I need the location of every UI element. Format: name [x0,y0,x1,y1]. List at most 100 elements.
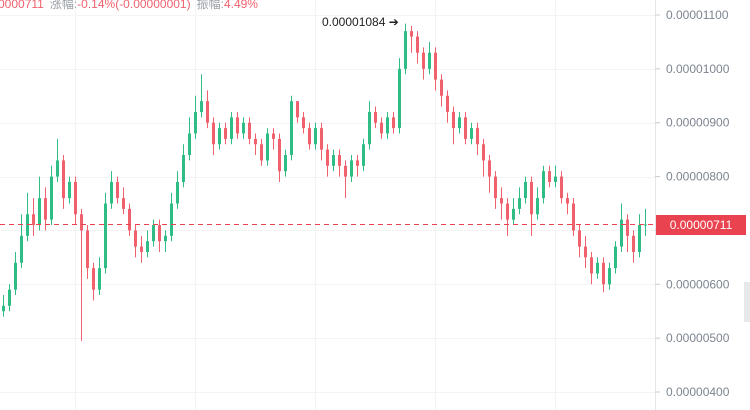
candle-body [500,198,503,204]
candle-body [590,257,593,274]
candle-body [32,214,35,226]
candle-body [272,133,275,139]
candle-body [56,160,59,177]
y-tick-label: 0.00000600 [666,277,730,291]
candle-body [326,149,329,166]
candle-body [260,144,263,161]
candle-body [632,235,635,252]
candle-body [608,268,611,285]
candle-body [236,117,239,134]
candle-body [284,155,287,172]
max-price-value: 0.00001084 [322,15,386,29]
candle-body [404,31,407,69]
candle-body [422,52,425,69]
candle-body [596,262,599,274]
candle-body [416,36,419,53]
candle-body [554,176,557,182]
candle-body [620,219,623,247]
candle-body [458,117,461,129]
candle-body [200,101,203,112]
candle-body [230,117,233,139]
candle-body [194,111,197,134]
candle-body [26,214,29,236]
candle-body [362,144,365,166]
candle-body [266,133,269,161]
candle-body [182,155,185,182]
candle-body [44,198,47,220]
candle-body [104,203,107,269]
candle-body [134,230,137,247]
change-label: 涨幅: [49,0,78,11]
candle-body [116,181,119,199]
candle-body [14,262,17,290]
candle-body [38,198,41,226]
candle-body [290,101,293,156]
candle-body [518,198,521,209]
y-tick-label: 0.00000500 [666,331,730,345]
candle-body [344,165,347,177]
y-tick-label: 0.00001100 [666,8,729,22]
candle-body [530,181,533,215]
candle-body [314,128,317,145]
candle-body [224,128,227,139]
candle-body [488,160,491,177]
candle-body [542,171,545,199]
candle-body [338,155,341,166]
candle-body [8,289,11,306]
candle-body [428,52,431,69]
grid [0,0,655,410]
arrow-right-icon: ➔ [388,15,399,29]
candle-body [524,181,527,199]
candle-body [644,224,647,226]
candle-body [434,52,437,80]
candle-body [254,138,257,145]
candle-body [146,241,149,252]
amplitude-label: 振幅: [196,0,224,11]
candle-body [638,225,641,252]
candle-body [374,111,377,123]
candle-body [410,31,413,37]
candle-body [140,246,143,252]
candle-body [122,198,125,209]
last-price-text: 0000711 [0,0,44,11]
candle-body [386,117,389,134]
candle-body [188,133,191,156]
candle-body [536,198,539,215]
last-price-label: 0.00000711 [656,214,746,235]
candle-body [218,128,221,145]
candle-body [470,128,473,139]
candle-body [86,230,89,269]
candle-body [584,246,587,258]
candle-body [158,225,161,242]
candle-body [320,128,323,150]
candle-body [20,235,23,263]
max-price-annotation: 0.00001084 ➔ [322,15,399,29]
candle-body [614,246,617,269]
candle-body [152,225,155,242]
candle-body [62,160,65,199]
candle-body [50,176,53,220]
scroll-handle[interactable] [744,282,750,322]
candle-body [212,122,215,145]
candle-body [332,155,335,166]
y-tick-label: 0.00001000 [666,62,730,76]
candle-body [572,203,575,231]
candle-body [506,203,509,220]
candle-body [68,181,71,199]
candle-body [128,208,131,231]
y-tick-label: 0.00000800 [666,170,730,184]
candles [2,23,647,341]
candle-body [548,171,551,182]
candle-body [464,117,467,139]
y-tick-label: 0.00000900 [666,116,730,130]
candle-body [452,111,455,129]
candle-body [302,117,305,129]
change-value: -0.14%(-0.00000001) [77,0,191,11]
candle-body [398,68,401,129]
ticker-header: 0000711 涨幅:-0.14%(-0.00000001) 振幅:4.49% [0,0,264,11]
candle-body [392,117,395,129]
candle-body [476,128,479,145]
candle-body [206,101,209,123]
candle-body [74,181,77,215]
